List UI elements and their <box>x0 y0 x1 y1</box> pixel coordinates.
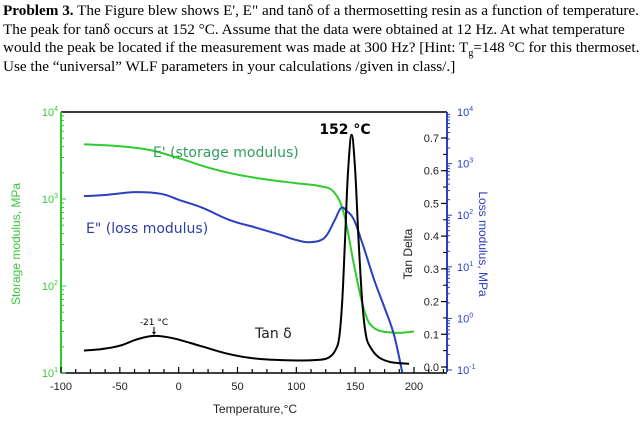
left-axis-title: Storage modulus, MPa <box>9 183 23 305</box>
tan-delta-label: Tan δ <box>254 326 292 342</box>
peak-minus21-arrowhead <box>151 331 156 335</box>
tan-delta-tick-label: 0.0 <box>424 362 439 374</box>
problem-text-2: =148 °C for this thermoset. Use the “uni… <box>3 39 640 75</box>
tan-delta-tick-label: 0.4 <box>424 231 439 243</box>
series-layer <box>83 133 415 373</box>
axes-layer: -100 -50 0 50 100 150 200 101 102 103 104 10-1 100 10… <box>42 106 476 393</box>
right_outer-tick-label: 101 <box>457 261 473 274</box>
problem-statement: Problem 3. The Figure blew shows E', E" … <box>3 2 641 76</box>
loss-modulus-line <box>83 191 404 373</box>
tan-delta-tick-label: 0.1 <box>424 329 439 341</box>
storage-modulus-line <box>83 143 415 334</box>
tan-delta-tick-label: 0.2 <box>424 297 439 309</box>
x-axis-title: Temperature,°C <box>213 402 297 416</box>
right_outer-tick-label: 103 <box>457 158 473 171</box>
right_outer-tick-label: 104 <box>457 106 473 119</box>
tan-delta-tick-label: 0.6 <box>424 166 439 178</box>
tan-delta-tick-label: 0.3 <box>424 264 439 276</box>
x-tick-label: -100 <box>50 381 72 393</box>
x-tick-label: 0 <box>176 381 182 393</box>
labels-layer: Temperature,°C Storage modulus, MPa Tan … <box>9 122 490 416</box>
peak-152-label: 152 °C <box>319 122 370 138</box>
left-tick-label: 102 <box>42 280 58 293</box>
left-tick-label: 103 <box>42 193 58 206</box>
x-tick-label: 50 <box>231 381 243 393</box>
x-tick-label: -50 <box>112 381 128 393</box>
problem-text-1: The Figure blew shows E', E" and tanδ of… <box>3 2 639 57</box>
left-tick-label: 101 <box>42 367 58 380</box>
problem-label: Problem 3. <box>3 2 74 19</box>
x-tick-label: 150 <box>346 381 364 393</box>
tg-subscript: g <box>468 48 474 60</box>
tan-delta-axis-title: Tan Delta <box>401 228 415 279</box>
storage-modulus-label: E' (storage modulus) <box>153 145 299 161</box>
right_outer-tick-label: 100 <box>457 312 473 325</box>
right_outer-tick-label: 10-1 <box>457 364 476 377</box>
x-tick-label: 100 <box>287 381 305 393</box>
loss-axis-title: Loss modulus, MPa <box>476 191 490 297</box>
tan-delta-line <box>83 133 410 365</box>
peak-minus21-label: -21 °C <box>140 318 168 328</box>
left-tick-label: 104 <box>42 106 58 119</box>
loss-modulus-label: E" (loss modulus) <box>86 221 208 237</box>
tan-delta-tick-label: 0.5 <box>424 198 439 210</box>
right_outer-tick-label: 102 <box>457 209 473 222</box>
x-tick-label: 200 <box>405 381 423 393</box>
tan-delta-tick-label: 0.7 <box>424 133 439 145</box>
